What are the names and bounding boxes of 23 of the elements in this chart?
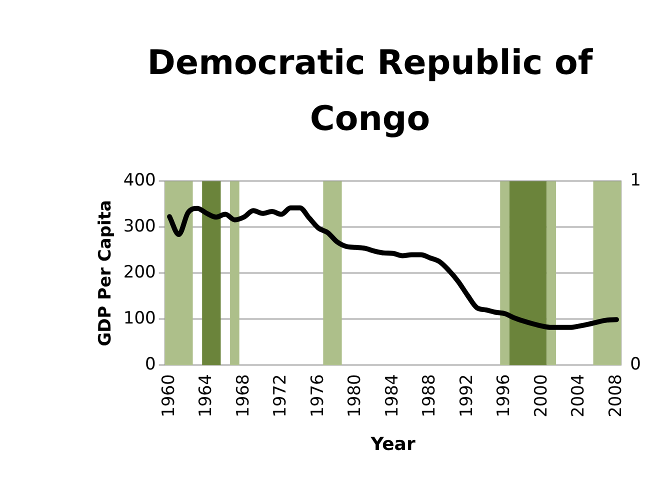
- x-axis-title: Year: [370, 434, 416, 455]
- x-tick-label: 1984: [382, 374, 402, 418]
- x-tick-label: 2000: [531, 374, 552, 418]
- x-tick-label: 1988: [420, 374, 440, 418]
- x-tick-label: 1992: [456, 374, 477, 418]
- y-tick-label: 100: [123, 308, 156, 329]
- x-tick-label: 1972: [270, 374, 291, 418]
- y2-tick-label: 1: [630, 170, 642, 191]
- x-tick-label: 1964: [196, 374, 216, 418]
- x-tick-label: 1996: [494, 374, 514, 418]
- x-tick-label: 1968: [233, 374, 254, 418]
- x-tick-label: 2004: [568, 374, 589, 418]
- x-tick-label: 2008: [606, 374, 626, 418]
- y-tick-label: 300: [123, 216, 156, 237]
- y2-tick-label: 0: [630, 354, 642, 375]
- y-tick-label: 0: [145, 354, 156, 375]
- x-tick-label: 1960: [158, 374, 179, 418]
- chart-title: Democratic Republic of Congo: [146, 42, 594, 141]
- x-tick-label: 1980: [345, 374, 366, 418]
- y-tick-label: 200: [123, 262, 156, 283]
- x-tick-label: 1976: [308, 374, 328, 418]
- y-axis-title: GDP Per Capita: [96, 200, 116, 346]
- y-tick-label: 400: [123, 170, 156, 191]
